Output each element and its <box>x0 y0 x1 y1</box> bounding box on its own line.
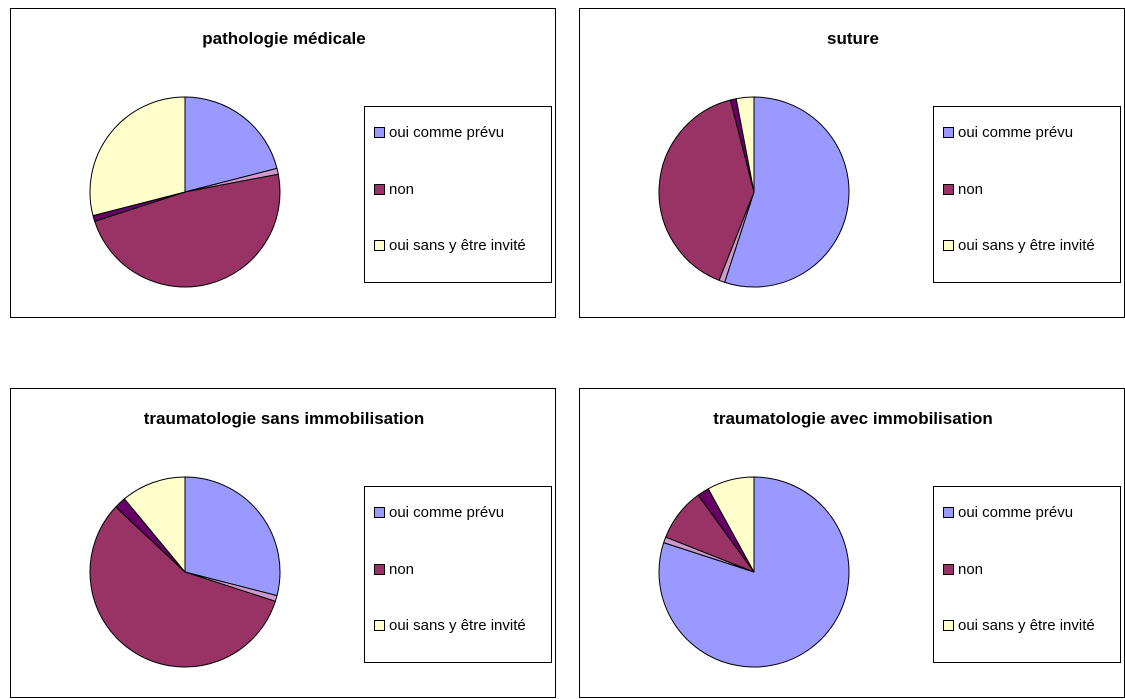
pie-slice <box>707 476 755 573</box>
legend-entry: oui comme prévu <box>374 503 549 522</box>
legend: oui comme prévu non oui sans y être invité <box>933 486 1121 663</box>
legend-swatch <box>374 507 385 518</box>
pie-plot <box>658 476 850 668</box>
legend-swatch <box>374 620 385 631</box>
legend-swatch <box>374 563 385 575</box>
legend-entry: non <box>374 560 549 579</box>
pie-slice <box>184 96 278 193</box>
chart: traumatologie avec immobilisation oui com… <box>579 388 1125 698</box>
legend-entry: oui sans y être invité <box>943 236 1118 255</box>
pie-slice <box>94 173 281 288</box>
legend-entry: oui comme prévu <box>374 123 549 142</box>
chart: suture oui comme prévu non oui sans y être … <box>579 8 1125 318</box>
legend-entry: oui sans y être invité <box>374 616 549 635</box>
legend: oui comme prévu non oui sans y être invité <box>364 486 552 663</box>
legend-label: oui comme prévu <box>389 504 505 521</box>
legend-label: oui comme prévu <box>958 504 1074 521</box>
legend: oui comme prévu non oui sans y être invité <box>364 106 552 283</box>
legend-swatch <box>943 240 954 251</box>
pie-slice <box>89 506 276 668</box>
legend-label: non <box>958 180 984 198</box>
legend-entry: oui comme prévu <box>943 503 1118 522</box>
legend-label: oui sans y être invité <box>958 237 1095 254</box>
legend-swatch <box>943 620 954 631</box>
legend-swatch <box>374 183 385 195</box>
chart-title: traumatologie avec immobilisation <box>713 409 993 428</box>
legend-entry: oui sans y être invité <box>943 616 1118 635</box>
pie-plot <box>89 476 281 668</box>
pie-slice <box>724 96 850 288</box>
legend-swatch <box>943 507 954 518</box>
legend-label: oui sans y être invité <box>389 617 526 634</box>
legend-swatch <box>374 240 385 251</box>
legend-swatch <box>943 563 954 575</box>
legend-label: oui sans y être invité <box>958 617 1095 634</box>
legend-swatch <box>374 127 385 138</box>
legend-label: oui comme prévu <box>958 124 1074 141</box>
chart: pathologie médicale oui comme prévu non oui… <box>10 8 556 318</box>
legend-label: oui sans y être invité <box>389 237 526 254</box>
legend-label: non <box>389 180 415 198</box>
legend-entry: oui comme prévu <box>943 123 1118 142</box>
chart-title: traumatologie sans immobilisation <box>143 409 425 428</box>
legend: oui comme prévu non oui sans y être invité <box>933 106 1121 283</box>
legend-entry: non <box>943 560 1118 579</box>
pie-slice <box>123 476 186 573</box>
legend-label: non <box>389 560 415 578</box>
legend-entry: oui sans y être invité <box>374 236 549 255</box>
legend-entry: non <box>943 180 1118 199</box>
pie-plot <box>658 96 850 288</box>
legend-entry: non <box>374 180 549 199</box>
pie-slice <box>89 96 186 217</box>
pie-slice <box>658 99 755 281</box>
pie-slice <box>735 96 755 193</box>
pie-plot <box>89 96 281 288</box>
pie-slice <box>184 476 281 597</box>
legend-label: oui comme prévu <box>389 124 505 141</box>
chart-title: pathologie médicale <box>202 29 366 48</box>
chart: traumatologie sans immobilisation oui com… <box>10 388 556 698</box>
legend-label: non <box>958 560 984 578</box>
chart-title: suture <box>827 29 879 48</box>
legend-swatch <box>943 183 954 195</box>
legend-swatch <box>943 127 954 138</box>
